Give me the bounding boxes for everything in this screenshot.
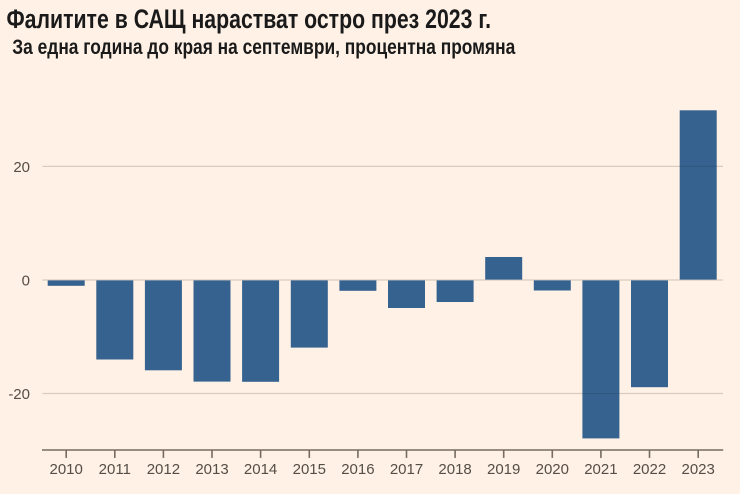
svg-text:2018: 2018	[438, 461, 471, 478]
svg-text:2017: 2017	[390, 461, 423, 478]
svg-text:2016: 2016	[341, 461, 374, 478]
svg-text:0: 0	[22, 272, 30, 289]
svg-text:2023: 2023	[682, 461, 715, 478]
svg-text:2020: 2020	[536, 461, 569, 478]
svg-text:-20: -20	[8, 386, 30, 403]
svg-text:2021: 2021	[584, 461, 617, 478]
svg-text:2011: 2011	[99, 461, 131, 478]
svg-text:2019: 2019	[487, 461, 520, 478]
svg-text:2012: 2012	[147, 461, 180, 478]
svg-text:2015: 2015	[293, 461, 326, 478]
svg-text:Фалитите в САЩ нарастват остро: Фалитите в САЩ нарастват остро през 2023…	[7, 4, 492, 34]
svg-text:2022: 2022	[633, 461, 666, 478]
svg-text:2010: 2010	[50, 461, 83, 478]
svg-text:За една година до края на септ: За една година до края на септември, про…	[12, 36, 515, 59]
svg-text:20: 20	[13, 159, 30, 176]
svg-text:2014: 2014	[244, 461, 277, 478]
svg-text:2013: 2013	[195, 461, 228, 478]
